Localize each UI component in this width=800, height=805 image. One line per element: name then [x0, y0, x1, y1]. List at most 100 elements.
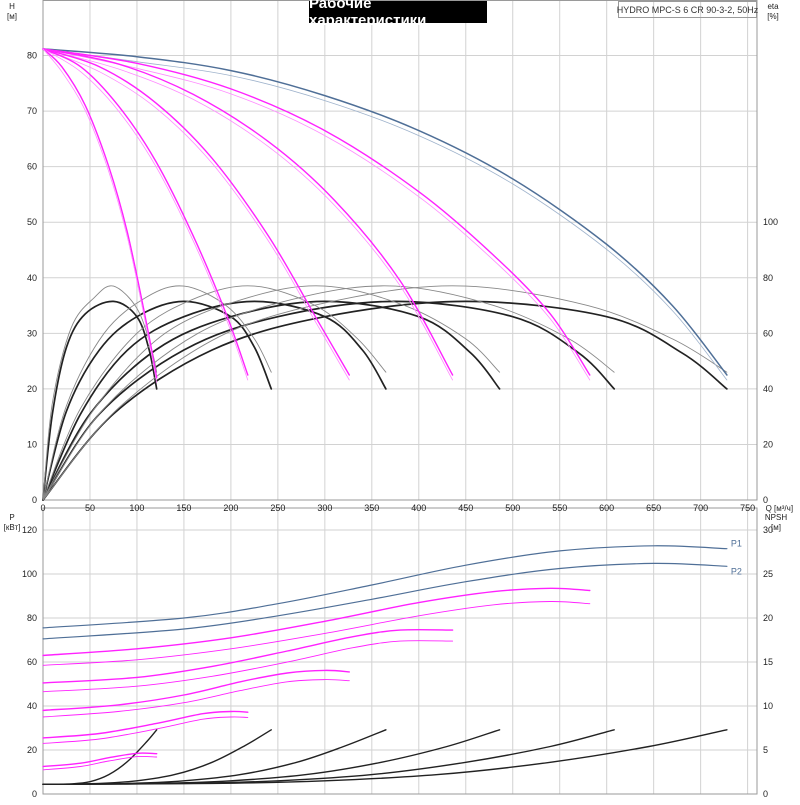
- y-left-tick-lower: 40: [27, 701, 37, 711]
- power-curve-part-3: [42, 601, 591, 666]
- y-right-tick-lower: 0: [763, 789, 768, 799]
- power-curve-part-10: [42, 752, 158, 768]
- x-tick-label: 650: [646, 503, 661, 513]
- power-curve-part-5: [42, 640, 454, 693]
- power-curve-part-11: [42, 755, 158, 771]
- power-curve-part-7: [42, 679, 350, 718]
- npsh-curve-3: [42, 729, 387, 785]
- y-right-tick-lower: 10: [763, 701, 773, 711]
- series-label-p2: P2: [731, 566, 742, 576]
- y-right-tick-upper: 20: [763, 439, 773, 449]
- eta-curve-dark-3: [42, 300, 387, 501]
- y-right-tick-lower: 20: [763, 613, 773, 623]
- x-tick-label: 200: [223, 503, 238, 513]
- x-tick-label: 0: [40, 503, 45, 513]
- y-left-tick-lower: 120: [22, 525, 37, 535]
- y-left-tick-upper: 60: [27, 162, 37, 172]
- eta-curve-light-4: [42, 285, 501, 501]
- x-tick-label: 550: [552, 503, 567, 513]
- x-tick-label: 400: [411, 503, 426, 513]
- y-right-tick-upper: 60: [763, 328, 773, 338]
- x-tick-label: 750: [740, 503, 755, 513]
- power-curve-part-2: [42, 587, 591, 657]
- head-curve-shadow-4: [42, 48, 350, 381]
- power-curve-P1: [42, 545, 728, 629]
- x-tick-label: 350: [364, 503, 379, 513]
- head-curve-5-part: [42, 48, 454, 376]
- y-left-tick-upper: 30: [27, 328, 37, 338]
- y-left-unit-upper: [м]: [7, 12, 17, 21]
- upper-plot-frame: [42, 0, 758, 501]
- y-left-unit-lower: [кВт]: [4, 523, 21, 532]
- grid-lines: [43, 0, 757, 794]
- x-tick-label: 150: [176, 503, 191, 513]
- npsh-curve-1: [42, 729, 158, 785]
- npsh-curve-5: [42, 729, 615, 785]
- y-left-label-lower: P: [9, 513, 14, 522]
- y-right-label-lower: NPSH: [765, 513, 787, 522]
- power-curve-part-8: [42, 710, 249, 739]
- product-label: HYDRO MPC-S 6 CR 90-3-2, 50Hz: [617, 1, 758, 18]
- x-tick-label: 450: [458, 503, 473, 513]
- x-tick-label: 500: [505, 503, 520, 513]
- y-right-unit-lower: [м]: [771, 523, 781, 532]
- y-left-tick-upper: 50: [27, 217, 37, 227]
- power-curve-P2: [42, 562, 728, 640]
- head-curve-2-part: [42, 48, 158, 379]
- power-curve-part-4: [42, 628, 454, 684]
- head-curve-shadow-5: [42, 48, 453, 381]
- eta-curve-light-6: [42, 285, 728, 501]
- series-label-p1: P1: [731, 539, 742, 549]
- y-right-tick-upper: 100: [763, 217, 778, 227]
- head-curve-shadow-6: [42, 48, 728, 381]
- x-tick-label: 300: [317, 503, 332, 513]
- y-left-tick-upper: 20: [27, 384, 37, 394]
- y-left-tick-upper: 0: [32, 495, 37, 505]
- y-left-tick-lower: 0: [32, 789, 37, 799]
- y-left-label-upper: H: [9, 2, 15, 11]
- head-curve-4-part: [42, 48, 350, 376]
- plot-frames: [42, 0, 758, 795]
- head-curve-shadow-6: [42, 48, 591, 381]
- lower-plot-frame: [42, 507, 758, 795]
- y-left-tick-lower: 100: [22, 569, 37, 579]
- y-left-tick-upper: 40: [27, 273, 37, 283]
- head-curve-6-max: [42, 48, 728, 376]
- eta-curve-dark-1: [42, 300, 158, 501]
- y-left-tick-lower: 20: [27, 745, 37, 755]
- y-left-tick-upper: 10: [27, 439, 37, 449]
- head-curve-shadow-3: [42, 48, 249, 381]
- y-right-tick-lower: 30: [763, 525, 773, 535]
- y-left-tick-lower: 60: [27, 657, 37, 667]
- y-right-tick-upper: 0: [763, 495, 768, 505]
- y-right-label-upper: eta: [767, 2, 779, 11]
- y-right-tick-upper: 80: [763, 273, 773, 283]
- lower-plot-curves: [42, 545, 728, 785]
- head-curve-3-part: [42, 48, 249, 376]
- y-right-tick-lower: 5: [763, 745, 768, 755]
- y-right-tick-lower: 25: [763, 569, 773, 579]
- y-left-tick-upper: 80: [27, 51, 37, 61]
- x-tick-label: 600: [599, 503, 614, 513]
- y-right-unit-upper: [%]: [767, 12, 779, 21]
- y-left-tick-lower: 80: [27, 613, 37, 623]
- npsh-curve-2: [42, 729, 272, 785]
- x-tick-label: 250: [270, 503, 285, 513]
- eta-curve-dark-2: [42, 300, 273, 501]
- power-curve-part-6: [42, 669, 350, 712]
- y-left-tick-upper: 70: [27, 106, 37, 116]
- x-axis-label: Q [м³/ч]: [766, 504, 793, 513]
- upper-plot-curves: [42, 48, 728, 501]
- x-tick-label: 50: [85, 503, 95, 513]
- chart-title: Рабочие характеристики: [309, 0, 487, 29]
- x-tick-label: 700: [693, 503, 708, 513]
- y-right-tick-upper: 40: [763, 384, 773, 394]
- npsh-curve-6: [42, 729, 728, 785]
- eta-curve-light-2: [42, 285, 272, 501]
- power-curve-part-9: [42, 716, 249, 744]
- x-tick-label: 100: [129, 503, 144, 513]
- eta-curve-dark-6: [42, 300, 728, 501]
